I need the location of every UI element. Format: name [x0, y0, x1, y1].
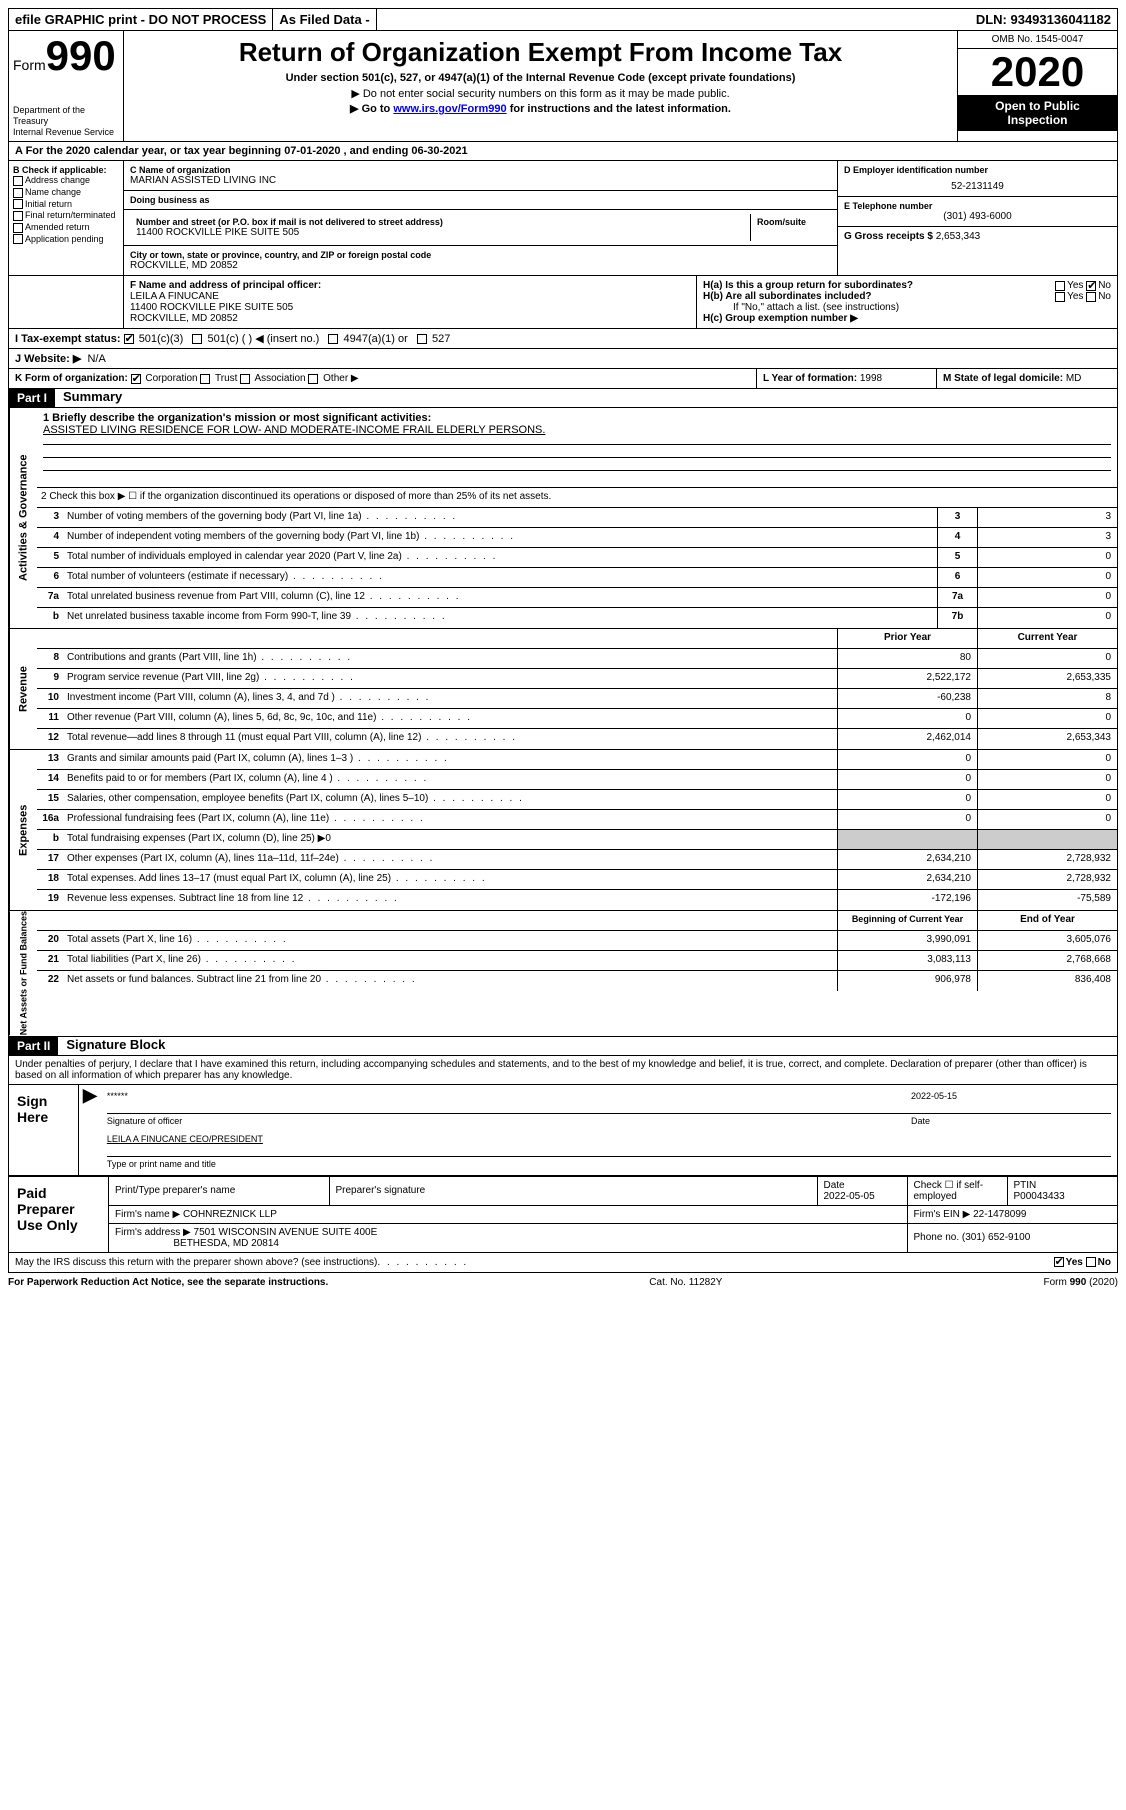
dba-label: Doing business as [130, 195, 831, 205]
check-527[interactable] [417, 334, 427, 344]
ssn-notice: ▶ Do not enter social security numbers o… [130, 87, 951, 100]
header: Form990 Department of the Treasury Inter… [8, 31, 1118, 142]
check-addr[interactable] [13, 176, 23, 186]
check-pending[interactable] [13, 234, 23, 244]
sign-here-label: Sign Here [9, 1085, 79, 1175]
check-name[interactable] [13, 188, 23, 198]
officer-addr2: ROCKVILLE, MD 20852 [130, 313, 238, 324]
form-box: Form990 Department of the Treasury Inter… [9, 31, 124, 141]
summary-expenses: Expenses 13Grants and similar amounts pa… [8, 750, 1118, 911]
title-box: Return of Organization Exempt From Incom… [124, 31, 957, 141]
hb-yes[interactable] [1055, 292, 1065, 302]
ha-yes[interactable] [1055, 281, 1065, 291]
officer-name-title: LEILA A FINUCANE CEO/PRESIDENT [107, 1134, 1111, 1144]
part1-header: Part I Summary [8, 389, 1118, 408]
gross-label: G Gross receipts $ [844, 231, 933, 242]
ein-label: D Employer identification number [844, 165, 1111, 175]
hb-no[interactable] [1086, 292, 1096, 302]
check-corp[interactable] [131, 374, 141, 384]
efile-notice: efile GRAPHIC print - DO NOT PROCESS [9, 9, 273, 30]
gross-value: 2,653,343 [936, 231, 981, 242]
paid-label: Paid Preparer Use Only [9, 1177, 109, 1252]
topbar: efile GRAPHIC print - DO NOT PROCESS As … [8, 8, 1118, 31]
check-amended[interactable] [13, 223, 23, 233]
footer: For Paperwork Reduction Act Notice, see … [8, 1273, 1118, 1292]
sign-date: 2022-05-15 [911, 1091, 1111, 1101]
check-final[interactable] [13, 211, 23, 221]
b-label: B Check if applicable: [13, 165, 119, 175]
subtitle: Under section 501(c), 527, or 4947(a)(1)… [130, 72, 951, 84]
col-b-checks: B Check if applicable: Address change Na… [9, 161, 124, 275]
officer-name: LEILA A FINUCANE [130, 291, 219, 302]
check-trust[interactable] [200, 374, 210, 384]
check-4947[interactable] [328, 334, 338, 344]
row-i: I Tax-exempt status: 501(c)(3) 501(c) ( … [8, 329, 1118, 349]
row-j: J Website: ▶ N/A [8, 349, 1118, 369]
arrow-icon: ▶ [79, 1085, 101, 1175]
check-501c[interactable] [192, 334, 202, 344]
goto-link-row: ▶ Go to www.irs.gov/Form990 for instruct… [130, 102, 951, 115]
c-name-label: C Name of organization [130, 165, 831, 175]
ha-no[interactable] [1086, 281, 1096, 291]
dln: DLN: 93493136041182 [970, 9, 1117, 30]
paid-preparer-block: Paid Preparer Use Only Print/Type prepar… [8, 1177, 1118, 1253]
sign-block: Sign Here ▶ ****** Signature of officer … [8, 1085, 1118, 1177]
perjury-text: Under penalties of perjury, I declare th… [8, 1056, 1118, 1085]
form990-link[interactable]: www.irs.gov/Form990 [393, 103, 506, 115]
room-label: Room/suite [757, 217, 825, 227]
right-box: OMB No. 1545-0047 2020 Open to Public In… [957, 31, 1117, 141]
form-prefix: Form [13, 57, 46, 73]
check-other[interactable] [308, 374, 318, 384]
form-number: 990 [46, 32, 116, 79]
phone-label: E Telephone number [844, 201, 1111, 211]
col-d: D Employer identification number 52-2131… [837, 161, 1117, 275]
org-info-block: B Check if applicable: Address change Na… [8, 161, 1118, 276]
omb-number: OMB No. 1545-0047 [958, 31, 1117, 49]
mission-text: ASSISTED LIVING RESIDENCE FOR LOW- AND M… [43, 424, 1111, 436]
check-initial[interactable] [13, 199, 23, 209]
col-c: C Name of organization MARIAN ASSISTED L… [124, 161, 837, 275]
main-title: Return of Organization Exempt From Incom… [130, 37, 951, 68]
dept-treasury: Department of the Treasury [13, 105, 119, 127]
h-block: H(a) Is this a group return for subordin… [697, 276, 1117, 328]
part2-header: Part II Signature Block [8, 1037, 1118, 1056]
officer-addr1: 11400 ROCKVILLE PIKE SUITE 505 [130, 302, 293, 313]
street-value: 11400 ROCKVILLE PIKE SUITE 505 [136, 227, 744, 238]
org-name: MARIAN ASSISTED LIVING INC [130, 175, 831, 186]
city-label: City or town, state or province, country… [130, 250, 831, 260]
discuss-row: May the IRS discuss this return with the… [8, 1253, 1118, 1273]
irs-label: Internal Revenue Service [13, 127, 119, 138]
phone-value: (301) 493-6000 [844, 211, 1111, 222]
ein-value: 52-2131149 [844, 175, 1111, 192]
discuss-yes[interactable] [1054, 1257, 1064, 1267]
officer-block: F Name and address of principal officer:… [8, 276, 1118, 329]
open-inspection: Open to Public Inspection [958, 95, 1117, 131]
city-value: ROCKVILLE, MD 20852 [130, 260, 831, 271]
summary-revenue: Revenue Prior Year Current Year 8Contrib… [8, 629, 1118, 750]
check-501c3[interactable] [124, 334, 134, 344]
tax-year: 2020 [958, 49, 1117, 95]
row-a-tax-year: A For the 2020 calendar year, or tax yea… [8, 142, 1118, 161]
as-filed: As Filed Data - [273, 9, 376, 30]
street-label: Number and street (or P.O. box if mail i… [136, 217, 744, 227]
summary-net: Net Assets or Fund Balances Beginning of… [8, 911, 1118, 1036]
summary-governance: Activities & Governance 1 Briefly descri… [8, 408, 1118, 629]
f-label: F Name and address of principal officer: [130, 280, 321, 291]
discuss-no[interactable] [1086, 1257, 1096, 1267]
preparer-table: Print/Type preparer's name Preparer's si… [109, 1177, 1117, 1252]
row-k: K Form of organization: Corporation Trus… [8, 369, 1118, 389]
check-assoc[interactable] [240, 374, 250, 384]
